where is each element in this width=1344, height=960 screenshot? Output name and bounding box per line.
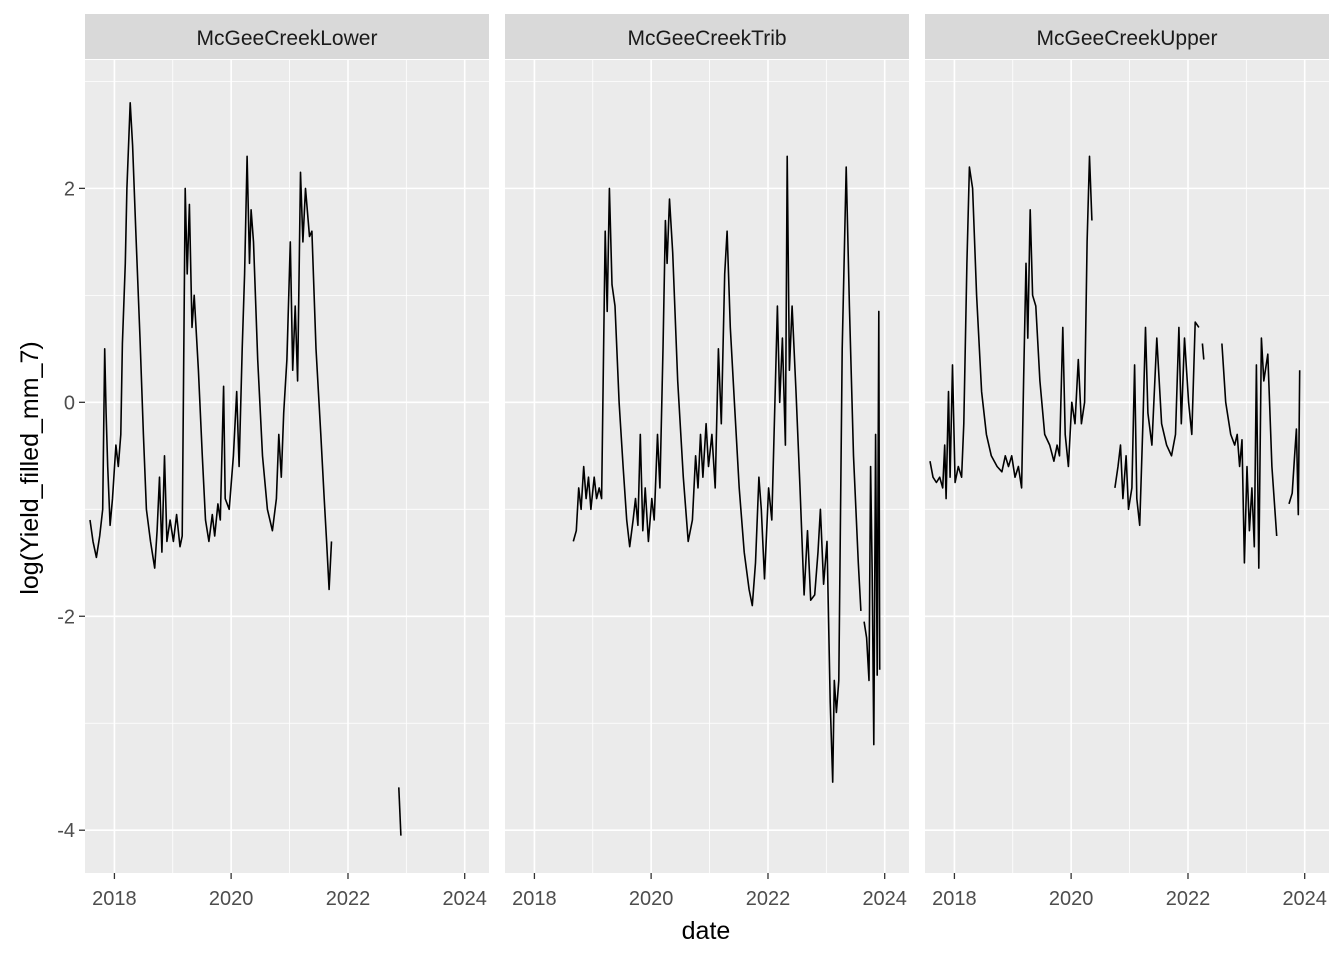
x-tick-label: 2024 <box>1282 888 1327 910</box>
series-line <box>1201 343 1205 360</box>
facet-strip-label: McGeeCreekUpper <box>1037 27 1218 50</box>
x-tick-label: 2020 <box>1049 888 1094 910</box>
x-tick-label: 2024 <box>442 888 487 910</box>
x-tick-label: 2022 <box>746 888 791 910</box>
series-line <box>398 787 402 836</box>
series-line <box>1221 337 1278 569</box>
series-line <box>1114 321 1200 527</box>
series-line <box>1288 370 1301 516</box>
facet-panel: McGeeCreekLower 2018 2020 2022 2024 <box>85 14 489 910</box>
x-tick-label: 2024 <box>862 888 907 910</box>
facet-strip <box>85 14 489 59</box>
x-tick-label: 2018 <box>512 888 557 910</box>
x-tick-label: 2022 <box>1166 888 1211 910</box>
facet-panel: McGeeCreekTrib 2018 2020 2022 2024 <box>505 14 909 910</box>
facet-strip <box>925 14 1329 59</box>
y-tick-label: -4 <box>57 820 75 842</box>
x-tick-label: 2018 <box>932 888 977 910</box>
y-tick-label: 0 <box>64 392 75 414</box>
panel-background <box>85 60 489 873</box>
facet-strip-label: McGeeCreekLower <box>197 27 378 50</box>
facet-strip <box>505 14 909 59</box>
facet-strip-label: McGeeCreekTrib <box>627 27 786 50</box>
x-tick-label: 2020 <box>629 888 674 910</box>
x-tick-label: 2018 <box>92 888 137 910</box>
x-axis-title: date <box>682 917 731 945</box>
series-line <box>572 155 862 783</box>
facet-panel: McGeeCreekUpper 2018 2020 2022 2024 <box>925 14 1329 910</box>
x-tick-label: 2022 <box>326 888 371 910</box>
x-tick-label: 2020 <box>209 888 254 910</box>
series-line <box>863 310 881 746</box>
series-line <box>89 102 333 591</box>
series-line <box>929 155 1093 500</box>
y-axis-title: log(Yield_filled_mm_7) <box>16 341 44 594</box>
y-tick-label: 2 <box>64 178 75 200</box>
panel-background <box>505 60 909 873</box>
y-axis-ticks: -4 -2 0 2 <box>57 178 85 842</box>
y-tick-label: -2 <box>57 606 75 628</box>
